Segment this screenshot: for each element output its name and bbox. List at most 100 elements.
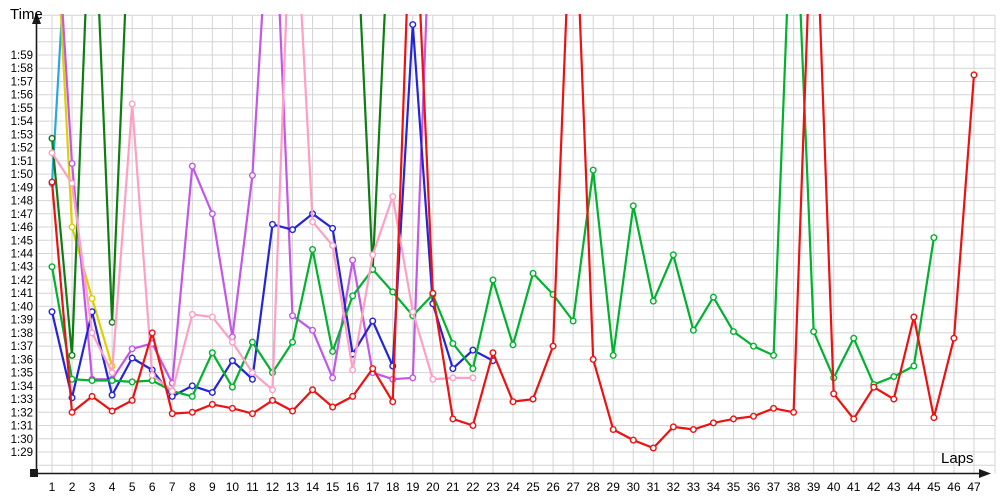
series-blue-point <box>48 308 56 316</box>
y-tick-label: 1:47 <box>11 209 33 221</box>
series-violet-point <box>329 374 337 382</box>
x-tick-label: 44 <box>907 480 921 494</box>
series-green-point <box>930 234 938 242</box>
series-green-point <box>88 377 96 385</box>
series-red-point <box>469 422 477 430</box>
y-tick-label: 1:56 <box>11 90 33 102</box>
series-red-point <box>970 71 978 79</box>
x-tick-label: 6 <box>149 480 156 494</box>
x-tick-label: 19 <box>406 480 420 494</box>
series-red-point <box>629 436 637 444</box>
series-pink-point <box>268 386 276 394</box>
y-axis-title: Time <box>10 6 43 23</box>
series-red-point <box>369 365 377 373</box>
series-red-point <box>830 390 838 398</box>
series-pink-point <box>469 374 477 382</box>
series-yellow-point <box>88 294 96 302</box>
series-violet-point <box>289 312 297 320</box>
series-red-point <box>890 395 898 403</box>
x-tick-label: 37 <box>767 480 781 494</box>
series-pink-point <box>409 308 417 316</box>
x-tick-label: 33 <box>687 480 701 494</box>
x-tick-label: 5 <box>129 480 136 494</box>
y-tick-label: 1:50 <box>11 169 33 181</box>
y-tick-label: 1:58 <box>11 63 33 75</box>
series-red-point <box>790 408 798 416</box>
x-tick-label: 26 <box>546 480 560 494</box>
series-red-point <box>709 419 717 427</box>
x-tick-label: 35 <box>727 480 741 494</box>
series-green-point <box>649 297 657 305</box>
series-dark-green-point <box>108 318 116 326</box>
series-red-point <box>850 415 858 423</box>
series-violet-point <box>68 160 76 168</box>
series-blue-point <box>469 346 477 354</box>
series-red-point <box>88 392 96 400</box>
series-dark-green <box>48 14 386 359</box>
series-blue-point <box>369 317 377 325</box>
series-pink-point <box>449 374 457 382</box>
x-tick-label: 29 <box>607 480 621 494</box>
series-blue-point <box>289 226 297 234</box>
series-red-point <box>268 396 276 404</box>
series-red-point <box>449 415 457 423</box>
series-violet-line <box>61 14 428 385</box>
y-tick-label: 1:33 <box>11 394 33 406</box>
y-tick-label: 1:32 <box>11 407 33 419</box>
series-pink-point <box>228 338 236 346</box>
series-pink-point <box>389 193 397 201</box>
series-green-point <box>910 362 918 370</box>
series-yellow-point <box>68 223 76 231</box>
series-blue-point <box>449 365 457 373</box>
series-pink-point <box>309 218 317 226</box>
series-green-point <box>248 338 256 346</box>
series-violet-point <box>248 171 256 179</box>
x-tick-label: 20 <box>426 480 440 494</box>
series-red-point <box>128 396 136 404</box>
axes <box>35 22 982 475</box>
x-tick-label: 42 <box>867 480 881 494</box>
series-blue-point <box>188 382 196 390</box>
series-red-point <box>309 386 317 394</box>
series-green-point <box>469 365 477 373</box>
series-blue-point <box>108 391 116 399</box>
x-tick-label: 41 <box>847 480 861 494</box>
series-blue-point <box>228 357 236 365</box>
series-red-point <box>549 342 557 350</box>
y-tick-label: 1:52 <box>11 143 33 155</box>
y-tick-label: 1:41 <box>11 288 33 300</box>
series-red-point <box>48 178 56 186</box>
x-tick-label: 13 <box>286 480 300 494</box>
series-green-point <box>289 338 297 346</box>
series-violet-point <box>309 326 317 334</box>
series-green-point <box>188 392 196 400</box>
series-red-point <box>429 289 437 297</box>
x-tick-label: 8 <box>189 480 196 494</box>
series-red-point <box>289 407 297 415</box>
x-tick-label: 7 <box>169 480 176 494</box>
series-green-point <box>48 263 56 271</box>
series-pink-point <box>88 329 96 337</box>
series-pink-point <box>349 366 357 374</box>
series-pink-point <box>208 313 216 321</box>
series-green-point <box>228 383 236 391</box>
series-green-point <box>589 166 597 174</box>
series-pink-point <box>248 369 256 377</box>
series-blue-point <box>409 21 417 29</box>
y-tick-label: 1:51 <box>11 156 33 168</box>
series-red-point <box>509 398 517 406</box>
x-tick-label: 31 <box>647 480 661 494</box>
series-red-point <box>770 404 778 412</box>
x-tick-label: 45 <box>927 480 941 494</box>
series-red-point <box>148 329 156 337</box>
series-pink-point <box>148 371 156 379</box>
y-tick-label: 1:37 <box>11 341 33 353</box>
y-tick-label: 1:59 <box>11 50 33 62</box>
series-red-point <box>168 410 176 418</box>
series-green-point <box>349 292 357 300</box>
series-dark-green-point <box>48 134 56 142</box>
series-red-point <box>529 395 537 403</box>
x-tick-label: 18 <box>386 480 400 494</box>
series-red-point <box>248 410 256 418</box>
y-tick-label: 1:30 <box>11 434 33 446</box>
